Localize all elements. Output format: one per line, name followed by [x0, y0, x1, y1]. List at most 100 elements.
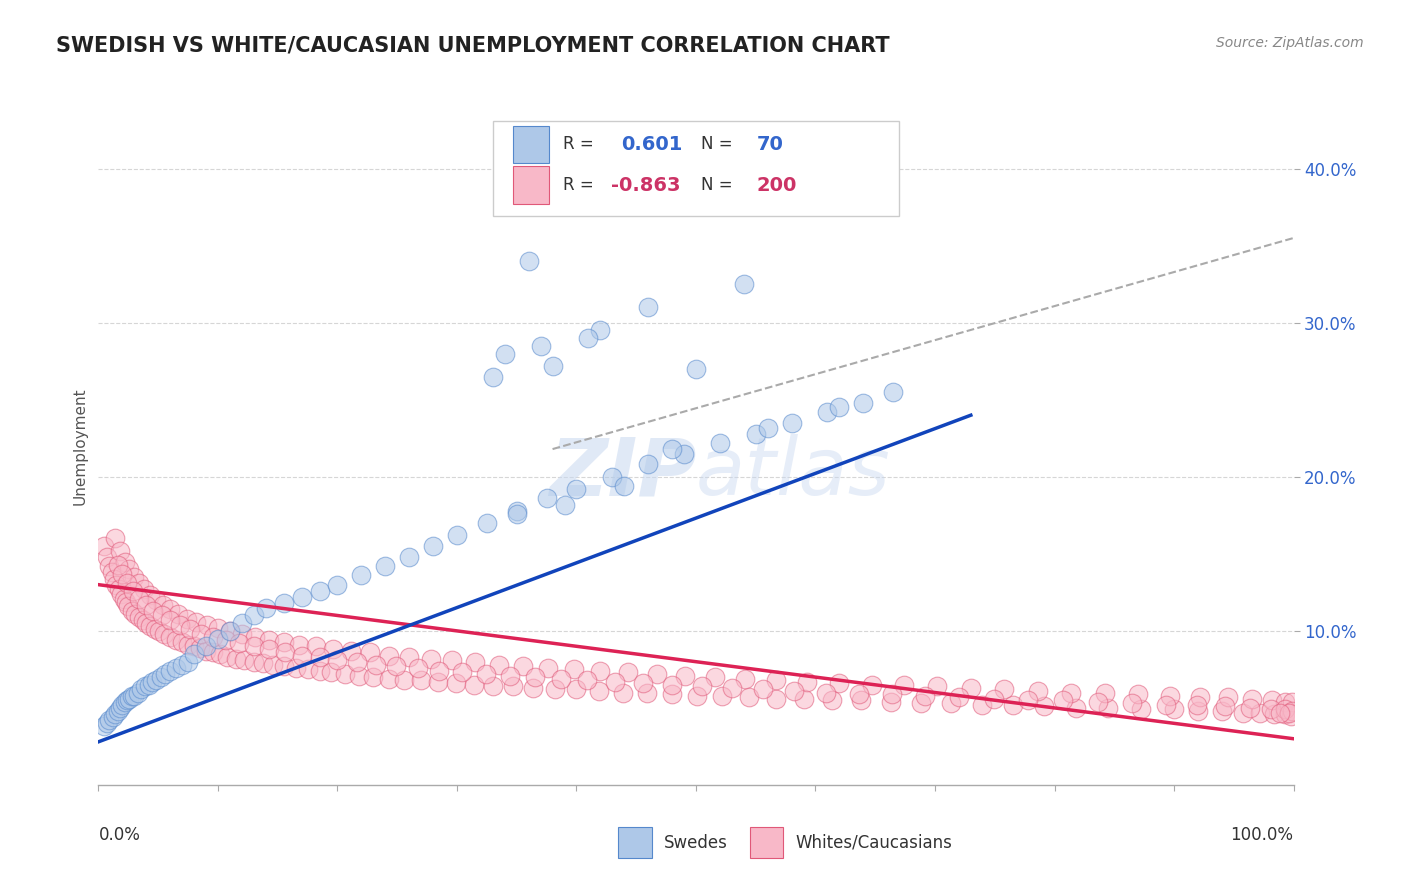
Point — [1060, 685, 1083, 699]
Point — [419, 651, 441, 665]
Point — [633, 676, 655, 690]
Bar — [749, 828, 783, 858]
Point — [374, 559, 396, 574]
Text: N =: N = — [700, 176, 738, 194]
Point — [517, 254, 540, 268]
Point — [530, 339, 553, 353]
Text: Source: ZipAtlas.com: Source: ZipAtlas.com — [1216, 36, 1364, 50]
Text: 100.0%: 100.0% — [1230, 826, 1294, 844]
Y-axis label: Unemployment: Unemployment — [72, 387, 87, 505]
Point — [588, 684, 610, 698]
Point — [96, 716, 118, 731]
Point — [1187, 704, 1209, 718]
Point — [100, 566, 122, 580]
Point — [880, 687, 903, 701]
Point — [849, 693, 872, 707]
Point — [498, 668, 520, 682]
Point — [589, 323, 612, 337]
Point — [291, 648, 314, 663]
Point — [983, 691, 1005, 706]
Point — [177, 638, 200, 652]
Point — [363, 670, 385, 684]
Text: 70: 70 — [756, 135, 783, 153]
Point — [152, 598, 174, 612]
Point — [544, 682, 567, 697]
Point — [398, 650, 420, 665]
Point — [134, 679, 156, 693]
Point — [139, 619, 162, 633]
Point — [860, 678, 883, 692]
Point — [1129, 702, 1152, 716]
Point — [284, 661, 307, 675]
Point — [612, 685, 634, 699]
Point — [228, 636, 250, 650]
Point — [111, 698, 134, 712]
Point — [475, 516, 498, 530]
Point — [737, 690, 759, 705]
Point — [536, 491, 558, 506]
Point — [721, 681, 744, 695]
Point — [502, 679, 524, 693]
Point — [1261, 693, 1284, 707]
Point — [960, 681, 983, 695]
Point — [927, 679, 949, 693]
Point — [1128, 687, 1150, 701]
Point — [195, 644, 218, 658]
Point — [124, 689, 146, 703]
Point — [673, 668, 696, 682]
Point — [1270, 706, 1292, 720]
Point — [1260, 702, 1282, 716]
Point — [118, 691, 141, 706]
Point — [145, 593, 167, 607]
Point — [441, 653, 464, 667]
Point — [322, 642, 344, 657]
Point — [523, 670, 546, 684]
Text: 200: 200 — [756, 176, 797, 194]
Point — [159, 602, 181, 616]
Point — [124, 570, 146, 584]
Point — [815, 405, 838, 419]
Point — [488, 657, 510, 672]
Point — [463, 678, 485, 692]
Point — [273, 659, 295, 673]
Bar — [513, 126, 548, 163]
Point — [828, 401, 851, 415]
Point — [132, 582, 155, 597]
Point — [783, 684, 806, 698]
FancyBboxPatch shape — [494, 120, 900, 216]
Text: Swedes: Swedes — [664, 834, 727, 852]
Point — [288, 638, 311, 652]
Point — [494, 346, 516, 360]
Point — [613, 479, 636, 493]
Point — [565, 482, 588, 496]
Point — [637, 458, 659, 472]
Point — [1189, 690, 1212, 705]
Point — [1216, 690, 1239, 705]
Point — [273, 596, 295, 610]
Point — [93, 719, 115, 733]
Text: N =: N = — [700, 136, 738, 153]
Point — [1263, 707, 1285, 722]
Point — [273, 634, 295, 648]
Point — [893, 678, 915, 692]
Point — [1274, 707, 1296, 722]
Point — [142, 604, 165, 618]
Point — [252, 657, 274, 671]
Point — [259, 642, 281, 657]
Point — [1211, 704, 1233, 718]
Point — [733, 277, 755, 292]
Point — [709, 436, 731, 450]
Point — [406, 661, 429, 675]
Point — [231, 616, 253, 631]
Point — [183, 647, 205, 661]
Point — [115, 594, 138, 608]
Point — [177, 655, 200, 669]
Point — [148, 624, 170, 638]
Point — [589, 664, 612, 678]
Point — [115, 693, 138, 707]
Point — [765, 673, 787, 688]
Point — [914, 689, 936, 703]
Bar — [513, 166, 548, 203]
Point — [554, 498, 576, 512]
Point — [321, 665, 343, 680]
